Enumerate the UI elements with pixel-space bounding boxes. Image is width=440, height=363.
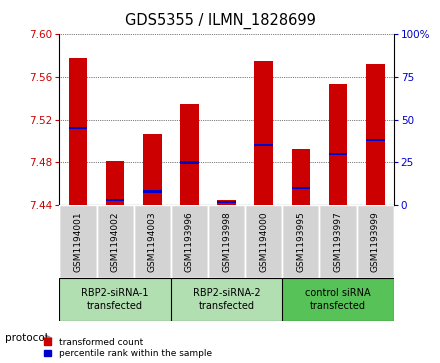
Text: GSM1194002: GSM1194002	[110, 211, 120, 272]
Text: GSM1194001: GSM1194001	[73, 211, 82, 272]
Bar	[180, 161, 199, 164]
Bar	[292, 187, 310, 189]
Bar	[208, 205, 245, 278]
Bar	[143, 134, 161, 205]
Bar	[366, 64, 385, 205]
Bar	[96, 205, 134, 278]
Bar	[134, 205, 171, 278]
Bar	[69, 127, 87, 130]
Text: GDS5355 / ILMN_1828699: GDS5355 / ILMN_1828699	[125, 13, 315, 29]
Bar	[319, 205, 357, 278]
Bar	[217, 201, 236, 203]
Bar	[254, 144, 273, 147]
Text: GSM1193998: GSM1193998	[222, 211, 231, 272]
Bar	[171, 205, 208, 278]
Bar	[217, 200, 236, 205]
Bar	[329, 83, 347, 205]
Bar	[143, 190, 161, 192]
Text: GSM1193999: GSM1193999	[371, 211, 380, 272]
Text: GSM1194003: GSM1194003	[148, 211, 157, 272]
Text: RBP2-siRNA-1
transfected: RBP2-siRNA-1 transfected	[81, 288, 149, 311]
Bar	[366, 139, 385, 141]
Text: GSM1193997: GSM1193997	[334, 211, 343, 272]
Text: GSM1193996: GSM1193996	[185, 211, 194, 272]
Text: GSM1193995: GSM1193995	[297, 211, 305, 272]
Bar	[357, 205, 394, 278]
Bar	[106, 199, 125, 201]
Bar	[245, 205, 282, 278]
Bar	[106, 162, 125, 205]
Bar	[329, 153, 347, 155]
Bar	[69, 58, 87, 205]
Bar	[180, 104, 199, 205]
Bar	[254, 61, 273, 205]
Text: control siRNA
transfected: control siRNA transfected	[305, 288, 371, 311]
Text: RBP2-siRNA-2
transfected: RBP2-siRNA-2 transfected	[193, 288, 260, 311]
Text: GSM1194000: GSM1194000	[259, 211, 268, 272]
Bar	[59, 205, 96, 278]
Bar	[292, 148, 310, 205]
Legend: transformed count, percentile rank within the sample: transformed count, percentile rank withi…	[44, 338, 212, 359]
Text: protocol: protocol	[5, 333, 48, 343]
Bar	[282, 205, 319, 278]
